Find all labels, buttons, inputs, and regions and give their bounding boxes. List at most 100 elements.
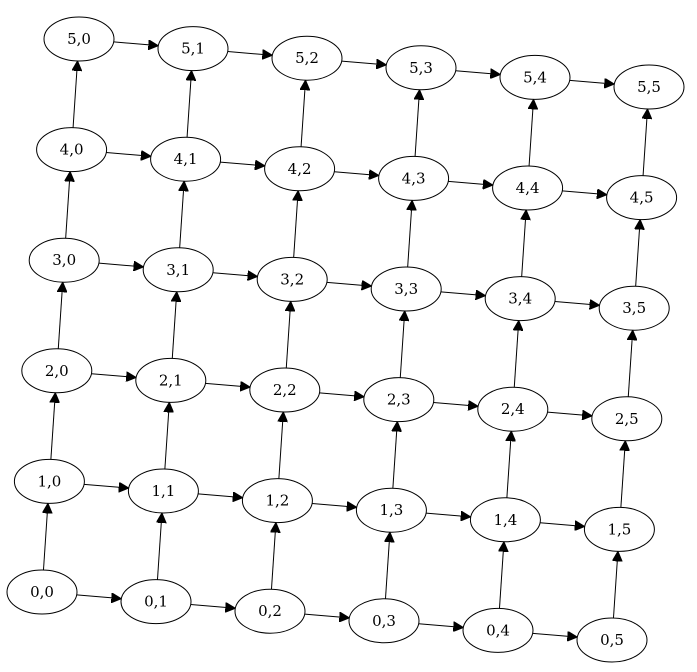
node-ellipse xyxy=(43,16,115,62)
node-label: 5,0 xyxy=(67,30,91,48)
node-ellipse xyxy=(363,377,435,423)
node-label: 0,5 xyxy=(600,631,624,649)
edge-arrow-1-5-to-2-5 xyxy=(621,441,625,508)
edge-arrow-2-2-to-3-2 xyxy=(286,301,290,369)
edge-arrow-2-5-to-3-5 xyxy=(628,330,632,397)
graph-node: 0,4 xyxy=(462,607,534,653)
node-ellipse xyxy=(150,136,222,182)
node-label: 2,4 xyxy=(501,400,525,418)
edge-arrow-1-4-to-1-5 xyxy=(540,523,585,527)
graph-node: 1,5 xyxy=(583,506,655,552)
edge-arrow-1-0-to-1-1 xyxy=(84,484,129,488)
node-label: 1,3 xyxy=(379,501,403,519)
node-label: 3,5 xyxy=(622,299,646,317)
node-label: 5,2 xyxy=(295,49,319,67)
edge-arrow-0-3-to-1-3 xyxy=(385,532,389,599)
edge-arrow-1-3-to-1-4 xyxy=(426,513,471,517)
node-label: 2,1 xyxy=(159,371,183,389)
edges-layer xyxy=(43,42,647,637)
edge-arrow-1-1-to-2-1 xyxy=(165,402,169,470)
graph-node: 1,4 xyxy=(469,497,541,543)
edge-arrow-5-3-to-5-4 xyxy=(455,71,501,75)
edge-arrow-4-3-to-5-3 xyxy=(415,90,419,157)
edge-arrow-4-0-to-5-0 xyxy=(73,61,77,128)
node-label: 1,0 xyxy=(37,472,61,490)
graph-node: 4,2 xyxy=(264,146,336,192)
node-ellipse xyxy=(355,487,427,533)
graph-node: 3,1 xyxy=(142,247,214,293)
edge-arrow-0-3-to-0-4 xyxy=(418,624,464,628)
edge-arrow-4-2-to-5-2 xyxy=(301,80,305,147)
edge-arrow-2-1-to-3-1 xyxy=(172,292,176,359)
node-label: 4,0 xyxy=(60,141,84,159)
node-ellipse xyxy=(613,64,685,110)
graph-node: 4,1 xyxy=(150,136,222,182)
node-ellipse xyxy=(120,579,192,625)
graph-node: 4,5 xyxy=(606,175,678,221)
edge-arrow-4-4-to-4-5 xyxy=(562,191,607,195)
edge-arrow-4-0-to-4-1 xyxy=(106,153,151,157)
edge-arrow-3-3-to-3-4 xyxy=(440,292,486,296)
edge-arrow-0-2-to-1-2 xyxy=(271,523,275,590)
graph-node: 5,4 xyxy=(499,54,571,100)
node-ellipse xyxy=(370,266,442,312)
edge-arrow-3-4-to-4-4 xyxy=(522,210,526,277)
node-ellipse xyxy=(598,285,670,331)
edge-arrow-4-1-to-5-1 xyxy=(187,71,191,138)
edge-arrow-1-4-to-2-4 xyxy=(507,431,511,498)
node-ellipse xyxy=(576,617,648,663)
node-label: 3,4 xyxy=(508,290,532,308)
graph-node: 2,0 xyxy=(21,348,93,394)
graph-node: 3,0 xyxy=(28,237,100,283)
node-label: 0,4 xyxy=(486,621,510,639)
node-label: 4,3 xyxy=(402,169,426,187)
graph-node: 5,0 xyxy=(43,16,115,62)
node-ellipse xyxy=(28,237,100,283)
edge-arrow-2-3-to-3-3 xyxy=(400,311,404,378)
node-ellipse xyxy=(583,506,655,552)
graph-node: 0,0 xyxy=(6,569,78,615)
edge-arrow-0-4-to-1-4 xyxy=(499,542,503,609)
node-ellipse xyxy=(462,607,534,653)
node-ellipse xyxy=(256,256,328,302)
node-label: 3,2 xyxy=(280,270,304,288)
edge-arrow-5-4-to-5-5 xyxy=(569,80,615,84)
edge-arrow-1-0-to-2-0 xyxy=(51,393,55,460)
node-label: 1,4 xyxy=(493,511,517,529)
node-ellipse xyxy=(6,569,78,615)
edge-arrow-0-2-to-0-3 xyxy=(304,614,350,618)
node-ellipse xyxy=(477,386,549,432)
node-label: 4,5 xyxy=(630,189,654,207)
graph-node: 3,5 xyxy=(598,285,670,331)
node-ellipse xyxy=(135,357,207,403)
node-label: 1,1 xyxy=(151,482,175,500)
node-ellipse xyxy=(142,247,214,293)
graph-node: 5,2 xyxy=(271,35,343,81)
node-label: 4,2 xyxy=(288,160,312,178)
graph-node: 1,1 xyxy=(127,468,199,514)
edge-arrow-3-0-to-3-1 xyxy=(98,263,144,267)
graph-node: 5,3 xyxy=(385,45,457,91)
node-ellipse xyxy=(264,146,336,192)
graph-node: 2,1 xyxy=(135,357,207,403)
node-label: 5,3 xyxy=(409,59,433,77)
edge-arrow-2-3-to-2-4 xyxy=(433,403,478,407)
node-ellipse xyxy=(241,478,313,524)
node-ellipse xyxy=(271,35,343,81)
edge-arrow-3-3-to-4-3 xyxy=(408,200,412,268)
edge-arrow-0-4-to-0-5 xyxy=(532,633,578,637)
graph-node: 3,3 xyxy=(370,266,442,312)
node-label: 4,1 xyxy=(174,150,198,168)
graph-node: 0,5 xyxy=(576,617,648,663)
node-label: 3,3 xyxy=(394,280,418,298)
node-ellipse xyxy=(492,165,564,211)
edge-arrow-4-4-to-5-4 xyxy=(529,99,533,167)
node-label: 1,2 xyxy=(265,492,289,510)
edge-arrow-3-4-to-3-5 xyxy=(554,302,600,306)
node-label: 2,0 xyxy=(45,362,69,380)
node-label: 0,3 xyxy=(372,612,396,630)
edge-arrow-3-1-to-3-2 xyxy=(212,273,258,277)
edge-arrow-0-0-to-1-0 xyxy=(43,503,47,571)
edge-arrow-4-1-to-4-2 xyxy=(220,162,265,166)
